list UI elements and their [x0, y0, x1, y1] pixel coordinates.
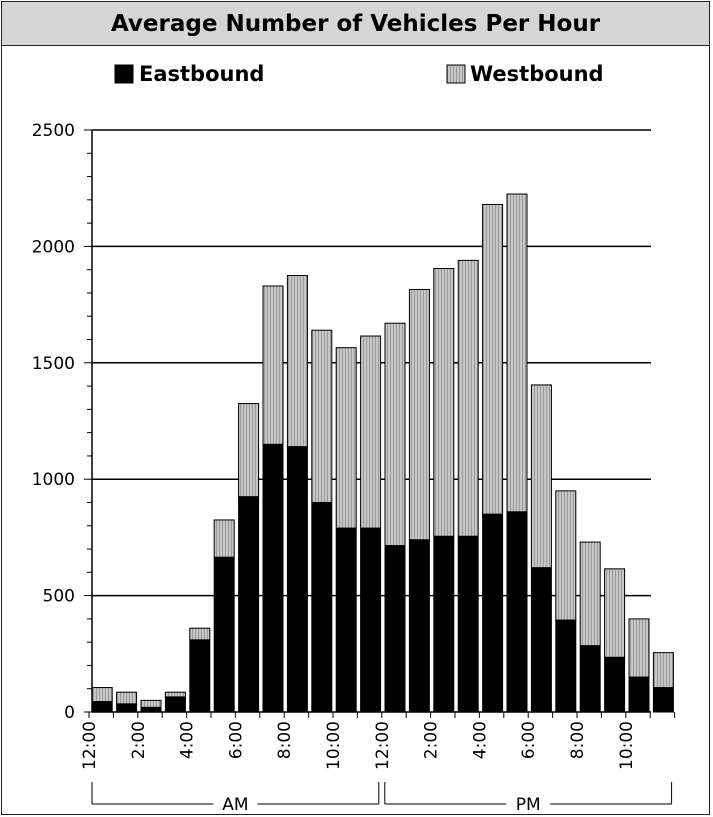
- bar-eastbound-8: [286, 446, 308, 713]
- bar-eastbound-13: [408, 539, 430, 713]
- bar-westbound-7: [262, 285, 284, 445]
- legend-swatch-westbound: [446, 64, 466, 84]
- bar-eastbound-21: [604, 656, 626, 713]
- legend: Eastbound Westbound: [114, 62, 604, 86]
- bar-eastbound-19: [555, 619, 577, 713]
- bar-eastbound-18: [530, 567, 552, 713]
- x-tick-label: 8:00: [568, 721, 588, 759]
- x-tick-label: 2:00: [422, 721, 442, 759]
- bars: [91, 193, 674, 713]
- axes: [84, 129, 676, 718]
- bar-westbound-18: [530, 384, 552, 569]
- bar-eastbound-12: [384, 545, 406, 713]
- x-tick-label: 2:00: [129, 721, 149, 759]
- bar-eastbound-9: [311, 501, 333, 713]
- y-tick-label: 500: [43, 587, 75, 607]
- bar-westbound-16: [482, 203, 504, 515]
- bar-westbound-5: [213, 519, 235, 558]
- x-tick-label: 4:00: [178, 721, 198, 759]
- y-tick-label: 0: [64, 703, 75, 723]
- x-tick-label: 10:00: [617, 721, 637, 770]
- x-tick-label: 4:00: [470, 721, 490, 759]
- x-tick-label: 8:00: [275, 721, 295, 759]
- bar-westbound-15: [457, 259, 479, 537]
- chart-title-bar: Average Number of Vehicles Per Hour: [2, 2, 709, 46]
- bar-westbound-9: [311, 329, 333, 503]
- y-tick-label: 1500: [32, 354, 75, 374]
- x-tick-label: 10:00: [324, 721, 344, 770]
- bar-eastbound-5: [213, 556, 235, 713]
- bar-eastbound-16: [482, 513, 504, 713]
- bar-westbound-6: [238, 403, 260, 498]
- bar-westbound-4: [189, 627, 211, 641]
- x-tick-label: 6:00: [226, 721, 246, 759]
- bar-westbound-0: [91, 687, 113, 703]
- x-tick-label: 6:00: [519, 721, 539, 759]
- bar-westbound-14: [433, 268, 455, 537]
- bar-westbound-11: [360, 335, 382, 529]
- bar-westbound-17: [506, 193, 528, 513]
- bar-eastbound-6: [238, 496, 260, 713]
- bar-eastbound-14: [433, 535, 455, 713]
- bar-westbound-3: [164, 691, 186, 698]
- bar-eastbound-3: [164, 696, 186, 713]
- y-tick-label: 1000: [32, 470, 75, 490]
- x-axis-tick-labels: 12:00 2:00 4:00 6:00 8:00 10:00 12:00 2:00 4:00 6…: [80, 721, 637, 770]
- bar-westbound-8: [286, 275, 308, 448]
- bar-eastbound-23: [652, 687, 674, 713]
- x-tick-label: 12:00: [80, 721, 100, 770]
- bar-eastbound-10: [335, 527, 357, 713]
- bar-eastbound-22: [628, 676, 650, 713]
- bar-westbound-10: [335, 347, 357, 529]
- bar-eastbound-4: [189, 639, 211, 713]
- x-tick-label: 12:00: [373, 721, 393, 770]
- bar-westbound-2: [140, 699, 162, 708]
- bar-eastbound-15: [457, 535, 479, 713]
- bar-westbound-22: [628, 618, 650, 678]
- legend-label-eastbound: Eastbound: [139, 62, 264, 86]
- y-tick-label: 2500: [32, 121, 75, 141]
- y-axis-tick-labels: 0 500 1000 1500 2000 2500: [32, 121, 75, 723]
- chart-title: Average Number of Vehicles Per Hour: [110, 10, 601, 37]
- bar-eastbound-20: [579, 645, 601, 713]
- bar-westbound-19: [555, 490, 577, 621]
- bar-eastbound-7: [262, 443, 284, 713]
- bar-eastbound-11: [360, 527, 382, 713]
- y-tick-label: 2000: [32, 237, 75, 257]
- bar-eastbound-1: [116, 703, 138, 713]
- bar-westbound-1: [116, 691, 138, 705]
- bar-westbound-20: [579, 541, 601, 647]
- bar-westbound-13: [408, 288, 430, 541]
- group-label-pm: PM: [516, 795, 541, 815]
- time-period-groups: AM PM: [91, 782, 673, 815]
- group-label-am: AM: [222, 795, 248, 815]
- bar-eastbound-0: [91, 701, 113, 713]
- legend-swatch-eastbound: [114, 64, 134, 84]
- bar-westbound-12: [384, 322, 406, 547]
- legend-label-westbound: Westbound: [470, 62, 604, 86]
- bar-westbound-23: [652, 652, 674, 689]
- bar-eastbound-17: [506, 511, 528, 713]
- bar-westbound-21: [604, 568, 626, 658]
